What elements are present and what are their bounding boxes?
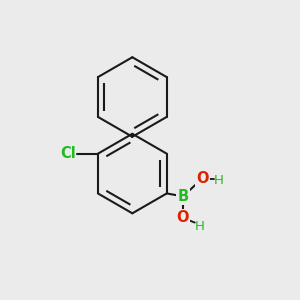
Text: Cl: Cl <box>60 146 76 161</box>
Text: B: B <box>177 189 188 204</box>
Text: O: O <box>196 171 208 186</box>
Text: H: H <box>195 220 205 233</box>
Text: H: H <box>214 174 224 187</box>
Text: O: O <box>177 210 189 225</box>
